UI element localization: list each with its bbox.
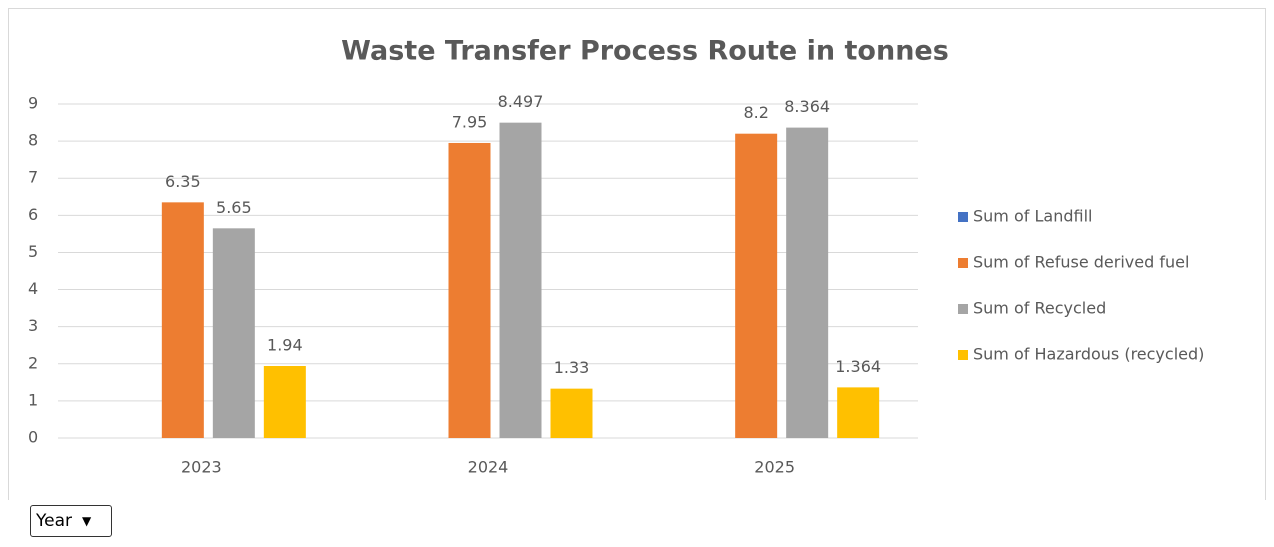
y-tick-label: 9 (28, 94, 38, 113)
legend-swatch (958, 304, 968, 314)
y-tick-label: 4 (28, 279, 38, 298)
chart: Waste Transfer Process Route in tonnes 0… (8, 8, 1266, 500)
bar (263, 366, 306, 438)
data-label: 1.33 (554, 358, 590, 377)
bar (161, 202, 204, 438)
data-label: 8.497 (498, 92, 544, 111)
y-tick-label: 0 (28, 428, 38, 447)
y-tick-label: 3 (28, 316, 38, 335)
x-tick-label: 2023 (181, 458, 222, 477)
data-label: 8.2 (743, 103, 768, 122)
data-label: 6.35 (165, 172, 201, 191)
data-label: 5.65 (216, 198, 252, 217)
legend-swatch (958, 258, 968, 268)
bar (735, 133, 778, 438)
y-tick-label: 1 (28, 390, 38, 409)
legend-label: Sum of Refuse derived fuel (973, 253, 1189, 272)
chart-title: Waste Transfer Process Route in tonnes (341, 36, 949, 67)
legend-swatch (958, 350, 968, 360)
y-tick-label: 2 (28, 353, 38, 372)
legend-swatch (958, 212, 968, 222)
bar (448, 142, 491, 438)
caret: ▼ (82, 514, 92, 528)
legend-label: Sum of Hazardous (recycled) (973, 345, 1204, 364)
bar (212, 228, 255, 438)
data-label: 1.364 (835, 357, 881, 376)
y-tick-label: 8 (28, 131, 38, 150)
x-tick-label: 2025 (754, 458, 795, 477)
field-dropdown[interactable]: Year ▼ (30, 505, 112, 537)
y-tick-label: 7 (28, 168, 38, 187)
bar (499, 122, 542, 439)
legend-label: Sum of Landfill (973, 207, 1092, 226)
data-label: 7.95 (452, 112, 488, 131)
data-label: 8.364 (784, 97, 830, 116)
bar (550, 388, 593, 438)
bar (786, 127, 829, 439)
x-tick-label: 2024 (468, 458, 509, 477)
y-tick-label: 5 (28, 242, 38, 261)
field-label: Year (36, 511, 72, 531)
legend-label: Sum of Recycled (973, 299, 1106, 318)
bar (837, 387, 880, 438)
data-label: 1.94 (267, 336, 303, 355)
chart-border (8, 8, 1266, 500)
y-tick-label: 6 (28, 205, 38, 224)
